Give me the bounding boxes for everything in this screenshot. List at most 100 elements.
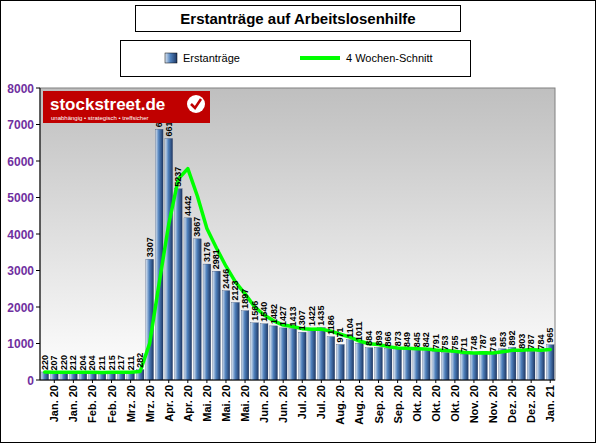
- x-tick-label: Nov. 20: [487, 385, 499, 423]
- x-tick: [130, 380, 131, 383]
- bar: [337, 345, 345, 380]
- data-label: 787: [478, 334, 488, 349]
- data-label: 1566: [250, 301, 260, 321]
- bar: [213, 271, 221, 380]
- data-label: 803: [517, 334, 527, 349]
- x-tick: [493, 380, 494, 383]
- data-label: 220: [40, 355, 50, 370]
- x-tick: [454, 380, 455, 383]
- x-tick-label: Okt. 20: [449, 385, 461, 422]
- x-tick: [512, 380, 513, 383]
- x-tick-label: Jun. 20: [258, 385, 270, 423]
- marks: [41, 129, 554, 380]
- x-tick-label: Aug. 20: [353, 385, 365, 425]
- data-label: 791: [431, 334, 441, 349]
- bar: [222, 291, 230, 380]
- data-label: 2123: [231, 280, 241, 300]
- y-tick-label: 6000: [7, 155, 34, 169]
- x-tick-label: Sep. 20: [373, 385, 385, 424]
- y-tick: [36, 270, 40, 271]
- y-tick-label: 4000: [7, 228, 34, 242]
- y-tick: [36, 88, 40, 89]
- bar: [260, 324, 268, 380]
- data-label: 3176: [202, 242, 212, 262]
- data-label: 220: [59, 355, 69, 370]
- bar: [232, 303, 240, 380]
- bar: [394, 348, 402, 380]
- data-label: 282: [135, 353, 145, 368]
- title: Erstanträge auf Arbeitslosenhilfe: [180, 10, 415, 27]
- x-tick-label: Mai. 20: [220, 385, 232, 422]
- data-label: 1011: [354, 322, 364, 342]
- y-tick-label: 5000: [7, 191, 34, 205]
- x-tick: [54, 380, 55, 383]
- bar: [470, 353, 478, 380]
- y-tick-label: 1000: [7, 337, 34, 351]
- data-label: 753: [440, 335, 450, 350]
- legend-swatch: [165, 53, 177, 63]
- x-tick: [149, 380, 150, 383]
- data-label: 748: [469, 336, 479, 351]
- data-label: 204: [87, 356, 97, 371]
- data-label: 965: [545, 328, 555, 343]
- logo-check: [191, 99, 201, 108]
- data-label: 873: [393, 331, 403, 346]
- bar: [174, 189, 182, 380]
- x-tick: [435, 380, 436, 383]
- data-label: 211: [126, 356, 136, 371]
- bar: [537, 351, 545, 380]
- x-tick: [111, 380, 112, 383]
- x-tick-label: Mrz. 20: [125, 385, 137, 422]
- y-axis: [40, 88, 41, 380]
- data-label: 4442: [183, 196, 193, 216]
- data-label: 1307: [297, 310, 307, 330]
- data-label: 787: [526, 334, 536, 349]
- chart-svg: Erstanträge auf ArbeitslosenhilfeErstant…: [0, 0, 596, 443]
- data-label: 711: [459, 338, 469, 353]
- bar: [318, 328, 326, 380]
- bar: [518, 351, 526, 380]
- x-tick-label: Sep. 20: [392, 385, 404, 424]
- bar: [451, 352, 459, 380]
- bar: [432, 351, 440, 380]
- bar: [413, 349, 421, 380]
- bar: [442, 353, 450, 380]
- y-tick: [36, 161, 40, 162]
- x-tick-label: Apr. 20: [182, 385, 194, 422]
- y-tick-label: 8000: [7, 82, 34, 96]
- data-label: 217: [116, 355, 126, 370]
- x-tick-label: Aug. 20: [334, 385, 346, 425]
- data-label: 215: [107, 355, 117, 370]
- data-label: 1422: [307, 306, 317, 326]
- y-tick: [36, 124, 40, 125]
- bar: [203, 264, 211, 380]
- x-tick: [359, 380, 360, 383]
- bar: [384, 348, 392, 380]
- line: [45, 169, 550, 373]
- x-tick-label: Jan. 21: [544, 385, 556, 422]
- data-label: 2446: [221, 269, 231, 289]
- x-tick: [225, 380, 226, 383]
- x-tick: [531, 380, 532, 383]
- data-label: 1435: [316, 306, 326, 326]
- data-label: 1427: [278, 306, 288, 326]
- data-label: 971: [335, 328, 345, 343]
- data-label: 207: [49, 355, 59, 370]
- x-tick-label: Dez. 20: [506, 385, 518, 423]
- x-tick-label: Jul. 20: [296, 385, 308, 419]
- x-tick-label: Jan. 20: [48, 385, 60, 422]
- x-tick-label: Dez. 20: [525, 385, 537, 423]
- logo-icon: [187, 95, 205, 113]
- x-axis: [40, 380, 555, 381]
- x-tick-label: Mai. 20: [201, 385, 213, 422]
- y-tick: [36, 197, 40, 198]
- bar: [375, 347, 383, 380]
- legend-swatch: [300, 56, 340, 60]
- data-label: 884: [364, 331, 374, 346]
- x-tick: [473, 380, 474, 383]
- x-tick-label: Apr. 20: [163, 385, 175, 422]
- y-tick-label: 0: [27, 374, 34, 388]
- data-label: 212: [68, 355, 78, 370]
- bar: [184, 218, 192, 380]
- x-tick-label: Jun. 20: [277, 385, 289, 423]
